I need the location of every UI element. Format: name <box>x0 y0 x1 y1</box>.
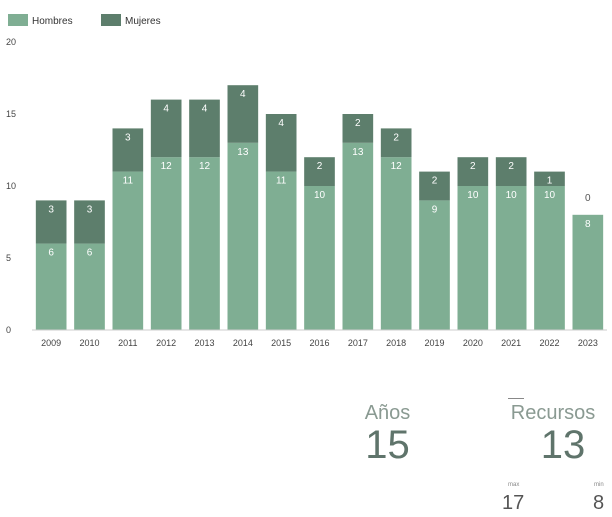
data-label-hombres-2023: 8 <box>585 219 591 230</box>
data-label-hombres-2019: 9 <box>432 204 438 215</box>
bar-hombres-2018 <box>380 157 412 330</box>
y-axis: 0 5 10 15 20 <box>6 37 16 335</box>
kpi-years-label: Años <box>364 402 411 424</box>
bar-mujeres-2009 <box>35 200 67 244</box>
x-tick-label-2017: 2017 <box>348 338 368 348</box>
bar-mujeres-2010 <box>74 200 105 244</box>
bar-mujeres-2015 <box>265 114 297 172</box>
x-tick-label-2012: 2012 <box>156 338 176 348</box>
data-label-mujeres-2022: 1 <box>547 176 553 187</box>
data-label-hombres-2012: 12 <box>161 161 173 172</box>
x-tick-label-2021: 2021 <box>501 338 521 348</box>
data-label-mujeres-2017: 2 <box>355 118 361 129</box>
legend-label-mujeres: Mujeres <box>125 16 161 27</box>
data-label-hombres-2017: 13 <box>352 147 364 158</box>
bar-hombres-2021 <box>495 186 527 330</box>
data-label-mujeres-2016: 2 <box>317 161 323 172</box>
y-tick-label: 20 <box>6 37 16 47</box>
bar-mujeres-2012 <box>150 99 182 158</box>
data-label-hombres-2018: 12 <box>391 161 403 172</box>
bar-mujeres-2014 <box>227 85 259 143</box>
legend-swatch-mujeres <box>101 14 121 26</box>
bar-hombres-2009 <box>35 243 67 330</box>
data-label-hombres-2014: 13 <box>237 147 249 158</box>
data-label-hombres-2013: 12 <box>199 161 211 172</box>
bar-hombres-2023 <box>572 214 604 330</box>
bar-hombres-2020 <box>457 186 489 330</box>
data-label-mujeres-2018: 2 <box>393 132 399 143</box>
x-tick-label-2011: 2011 <box>118 338 137 348</box>
data-label-mujeres-2009: 3 <box>48 204 54 215</box>
kpi-resources-label: Recursos <box>510 402 596 424</box>
x-tick-label-2013: 2013 <box>194 338 214 348</box>
data-label-mujeres-2020: 2 <box>470 161 476 172</box>
bar-mujeres-2013 <box>189 99 220 158</box>
kpi-resources-value: 13 <box>540 423 586 467</box>
kpi-min-value: 8 <box>593 492 605 514</box>
data-label-mujeres-2023: 0 <box>585 193 591 204</box>
x-tick-label-2016: 2016 <box>309 338 329 348</box>
x-tick-label-2019: 2019 <box>424 338 444 348</box>
bar-mujeres-2020 <box>457 157 489 186</box>
data-label-hombres-2010: 6 <box>87 248 93 259</box>
legend-swatch-hombres <box>8 14 28 26</box>
data-label-mujeres-2011: 3 <box>125 132 131 143</box>
legend-label-hombres: Hombres <box>32 16 73 27</box>
bar-hombres-2016 <box>304 186 335 330</box>
kpi-resources: Recursos 13 <box>498 402 608 465</box>
bar-hombres-2014 <box>227 142 259 330</box>
kpi-divider <box>508 398 524 399</box>
bar-hombres-2010 <box>74 243 105 330</box>
data-label-hombres-2016: 10 <box>314 190 326 201</box>
bar-mujeres-2021 <box>495 157 527 186</box>
data-label-hombres-2011: 11 <box>123 176 134 187</box>
bar-mujeres-2016 <box>304 157 335 186</box>
bar-hombres-2012 <box>150 157 182 330</box>
y-tick-label: 0 <box>6 325 11 335</box>
data-label-mujeres-2015: 4 <box>278 118 284 129</box>
x-tick-label-2022: 2022 <box>539 338 559 348</box>
bar-hombres-2017 <box>342 142 374 330</box>
kpi-max-value: 17 <box>502 492 525 514</box>
data-label-hombres-2020: 10 <box>467 190 479 201</box>
y-tick-label: 5 <box>6 253 11 263</box>
bar-mujeres-2018 <box>380 128 412 158</box>
data-label-mujeres-2021: 2 <box>508 161 514 172</box>
bars: 6363113124124134114102132122921021021018… <box>35 85 604 330</box>
data-label-mujeres-2019: 2 <box>432 176 438 187</box>
kpi-years-value: 15 <box>365 423 410 467</box>
bar-hombres-2019 <box>419 200 450 330</box>
bar-mujeres-2017 <box>342 114 374 143</box>
y-tick-label: 15 <box>6 109 16 119</box>
bar-hombres-2011 <box>112 171 144 330</box>
x-tick-label-2018: 2018 <box>386 338 406 348</box>
legend: Hombres Mujeres <box>8 14 161 27</box>
data-label-hombres-2015: 11 <box>276 176 287 187</box>
kpi-max-label: max <box>508 482 520 488</box>
bar-mujeres-2019 <box>419 171 450 201</box>
data-label-hombres-2009: 6 <box>48 248 54 259</box>
x-tick-label-2014: 2014 <box>233 338 253 348</box>
bar-hombres-2013 <box>189 157 220 330</box>
x-tick-label-2023: 2023 <box>578 338 598 348</box>
kpi-years: Años 15 <box>345 402 430 465</box>
y-tick-label: 10 <box>6 181 16 191</box>
data-label-hombres-2022: 10 <box>544 190 556 201</box>
data-label-mujeres-2012: 4 <box>163 104 169 115</box>
bar-mujeres-2022 <box>534 171 565 186</box>
data-label-hombres-2021: 10 <box>506 190 518 201</box>
bar-hombres-2022 <box>534 186 565 330</box>
x-tick-label-2020: 2020 <box>463 338 483 348</box>
x-tick-label-2009: 2009 <box>41 338 61 348</box>
data-label-mujeres-2010: 3 <box>87 204 93 215</box>
x-axis: 2009 2010 2011 2012 2013 2014 2015 2016 2017 2018… <box>32 329 607 348</box>
bar-mujeres-2011 <box>112 128 144 172</box>
x-tick-label-2015: 2015 <box>271 338 291 348</box>
x-tick-label-2010: 2010 <box>79 338 99 348</box>
kpi-min-label: min <box>594 482 604 488</box>
bar-hombres-2015 <box>265 171 297 330</box>
data-label-mujeres-2013: 4 <box>202 104 208 115</box>
data-label-mujeres-2014: 4 <box>240 89 246 100</box>
